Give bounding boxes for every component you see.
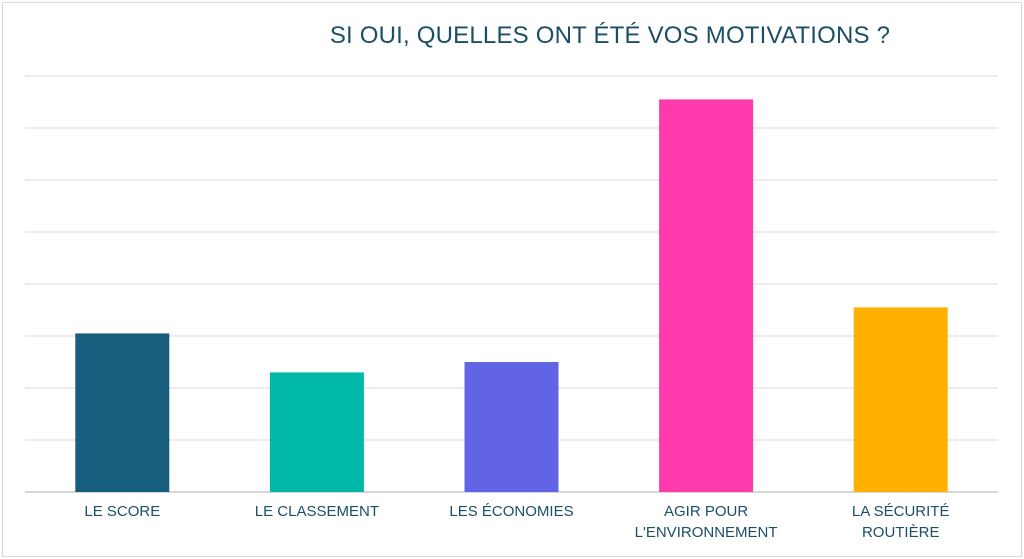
category-label: LE CLASSEMENT — [255, 503, 379, 520]
bar — [75, 333, 170, 492]
bar — [659, 99, 754, 493]
bar — [464, 362, 559, 492]
category-label: LES ÉCONOMIES — [449, 503, 573, 520]
chart-title: SI OUI, QUELLES ONT ÉTÉ VOS MOTIVATIONS … — [329, 22, 891, 49]
category-label: LE SCORE — [84, 503, 160, 520]
category-label: LA SÉCURITÉ ROUTIÈRE — [852, 503, 950, 541]
category-label: AGIR POUR L'ENVIRONNEMENT — [635, 503, 778, 541]
bar — [269, 372, 364, 492]
bar — [853, 307, 948, 492]
